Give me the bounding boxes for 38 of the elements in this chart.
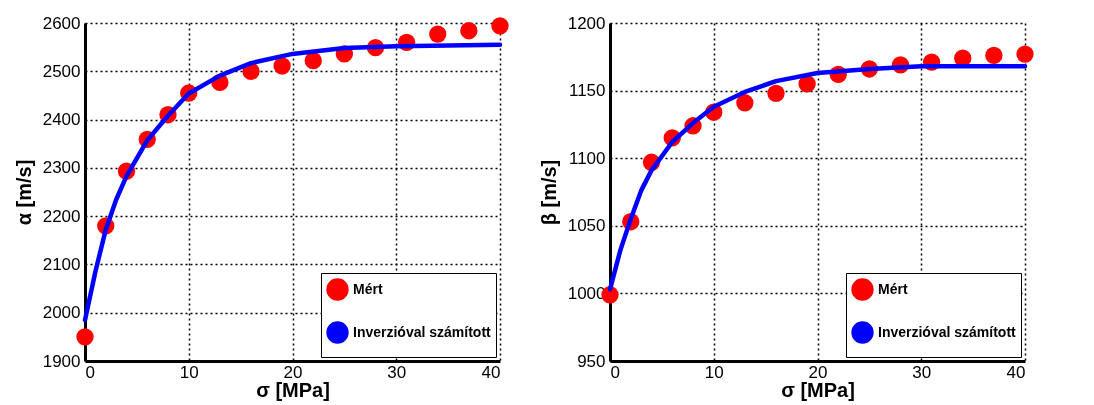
x-tick-label: 40 xyxy=(1006,362,1026,382)
y-tick-label: 950 xyxy=(577,351,606,371)
point xyxy=(429,25,447,43)
y-tick-label: 1150 xyxy=(568,81,606,101)
x-tick-label: 10 xyxy=(704,362,724,382)
point xyxy=(736,94,754,112)
legend-label: Mért xyxy=(353,280,383,297)
legend-label: Mért xyxy=(878,280,908,297)
x-tick-label: 0 xyxy=(85,362,95,382)
point xyxy=(273,57,291,75)
x-tick-label: 30 xyxy=(912,362,932,382)
point xyxy=(304,52,322,70)
y-tick-label: 1200 xyxy=(567,13,606,33)
y-tick-label: 2600 xyxy=(42,13,81,33)
y-tick-label: 2500 xyxy=(42,61,81,81)
y-axis-title: β [m/s] xyxy=(537,159,560,226)
y-tick-label: 2300 xyxy=(42,158,81,178)
x-tick-label: 0 xyxy=(610,362,620,382)
legend-label: Inverzióval számított xyxy=(353,323,492,340)
y-tick-label: 2200 xyxy=(42,206,81,226)
x-tick-label: 40 xyxy=(481,362,501,382)
y-tick-label: 1900 xyxy=(42,351,81,371)
point xyxy=(491,17,509,35)
y-tick-label: 2100 xyxy=(42,254,81,274)
point xyxy=(767,84,785,102)
point xyxy=(460,22,478,40)
x-tick-label: 10 xyxy=(179,362,199,382)
legend-label: Inverzióval számított xyxy=(878,323,1017,340)
y-tick-label: 1050 xyxy=(567,216,606,236)
point xyxy=(1016,45,1034,63)
point xyxy=(76,328,94,346)
x-tick-label: 30 xyxy=(387,362,407,382)
y-tick-label: 2000 xyxy=(42,303,81,323)
y-axis-title: α [m/s] xyxy=(12,159,35,226)
point xyxy=(798,75,816,93)
point xyxy=(985,46,1003,65)
y-tick-label: 2400 xyxy=(42,110,81,130)
y-tick-label: 1100 xyxy=(568,148,606,168)
